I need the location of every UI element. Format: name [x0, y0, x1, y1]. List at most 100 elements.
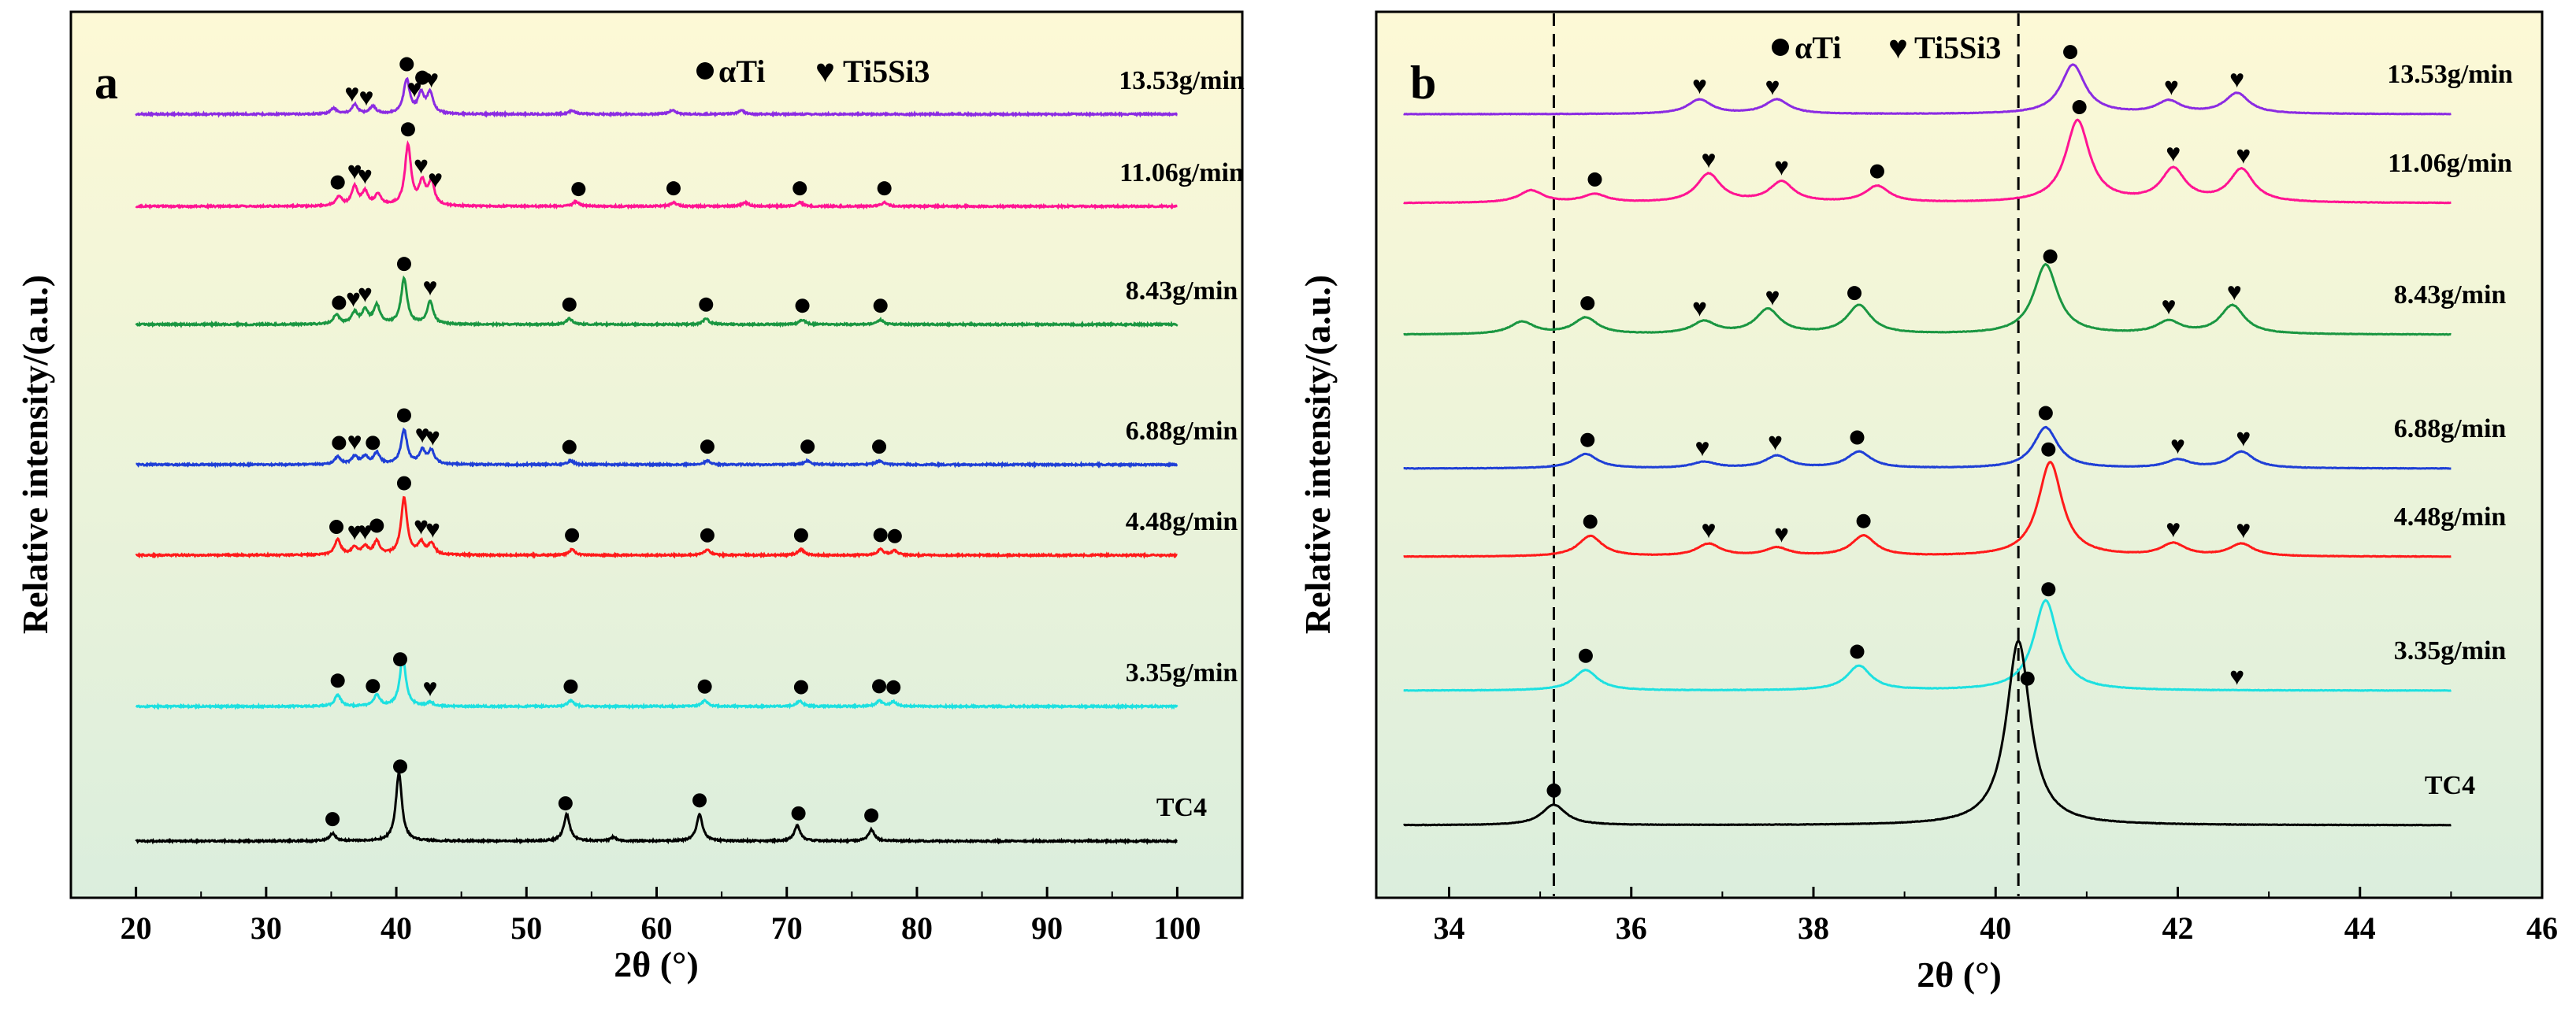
- panel-b-marker-ti5si3-icon: ♥: [2229, 662, 2244, 690]
- panel-a-series-label-0: 13.53g/min: [1119, 66, 1245, 95]
- panel-b-x-tick-label-2: 38: [1798, 910, 1829, 946]
- panel-b-legend-heart-marker: ♥: [1888, 30, 1908, 66]
- panel-a-marker-alpha-ti: [563, 679, 578, 694]
- panel-a-series-label-2: 8.43g/min: [1126, 276, 1238, 306]
- panel-a-marker-ti5si3-icon: ♥: [358, 517, 373, 545]
- panel-a-marker-alpha-ti: [886, 680, 901, 695]
- panel-b-series-label-1: 11.06g/min: [2388, 149, 2512, 178]
- panel-b-x-axis-title: 2θ (°): [1917, 954, 2002, 995]
- panel-b-series-label-5: 3.35g/min: [2394, 636, 2507, 665]
- panel-a-marker-alpha-ti: [396, 257, 411, 272]
- panel-a-series-label-6: TC4: [1156, 793, 1207, 822]
- panel-b-marker-alpha-ti: [2063, 45, 2078, 60]
- panel-a-series-line-6: [135, 772, 1178, 846]
- panel-b-marker-ti5si3-icon: ♥: [1692, 71, 1707, 99]
- panel-a-legend-heart-marker: ♥: [815, 54, 835, 90]
- panel-b-marker-alpha-ti: [2072, 100, 2087, 115]
- panel-a-x-tick-label-5: 70: [771, 910, 803, 946]
- panel-a-marker-alpha-ti: [562, 439, 577, 454]
- panel-a-series-label-4: 4.48g/min: [1126, 507, 1238, 536]
- panel-a-x-tick-label-7: 90: [1031, 910, 1063, 946]
- panel-a-marker-alpha-ti: [793, 680, 808, 695]
- panel-b-marker-alpha-ti: [1847, 286, 1862, 301]
- panel-b-marker-alpha-ti: [1850, 430, 1865, 445]
- panel-a-series-line-2: [135, 275, 1179, 328]
- panel-b-series-line-1: [1403, 118, 2452, 205]
- panel-a-marker-alpha-ti: [700, 528, 715, 543]
- panel-b-plot-area: [1375, 10, 2544, 899]
- panel-a-marker-ti5si3-icon: ♥: [344, 79, 359, 107]
- panel-b-marker-ti5si3-icon: ♥: [1774, 153, 1789, 181]
- panel-b-marker-alpha-ti: [1587, 172, 1602, 187]
- panel-b-marker-ti5si3-icon: ♥: [1692, 293, 1707, 321]
- panel-a-marker-alpha-ti: [366, 436, 380, 450]
- panel-b-marker-alpha-ti: [1580, 432, 1595, 447]
- panel-b-marker-ti5si3-icon: ♥: [2229, 65, 2244, 93]
- panel-a-marker-alpha-ti: [562, 297, 577, 312]
- panel-a-marker-alpha-ti: [800, 439, 815, 454]
- panel-a-marker-alpha-ti: [393, 759, 408, 774]
- panel-a-series-layer: 13.53g/min♥ ♥ ♥ ♥11.06g/min♥♥ ♥ ♥8.43g/min♥♥ ♥…: [135, 57, 1245, 846]
- panel-b: b 13.53g/min ♥ ♥ ♥ ♥ 11.06g/min ♥ ♥ ♥ ♥ 8.43g/min ♥…: [1297, 10, 2558, 995]
- panel-b-marker-alpha-ti: [1856, 513, 1871, 528]
- panel-b-series-line-3: [1403, 425, 2452, 470]
- panel-a-marker-alpha-ti: [793, 528, 808, 543]
- panel-b-series-line-5: [1403, 599, 2452, 692]
- panel-a-marker-alpha-ti: [366, 679, 380, 694]
- panel-a-series-label-3: 6.88g/min: [1126, 417, 1238, 446]
- panel-b-letter: b: [1410, 57, 1436, 109]
- panel-b-series-label-6: TC4: [2425, 771, 2475, 800]
- panel-b-legend-alpha-ti: αTi: [1795, 30, 1841, 65]
- panel-a-marker-ti5si3-icon: ♥: [414, 512, 429, 540]
- panel-b-series-line-0: [1403, 63, 2452, 116]
- panel-b-legend: αTi ♥ Ti5Si3: [1772, 30, 2001, 66]
- panel-b-marker-ti5si3-icon: ♥: [2161, 291, 2176, 320]
- panel-b-marker-ti5si3-icon: ♥: [2166, 514, 2181, 543]
- panel-b-marker-ti5si3-icon: ♥: [1765, 72, 1780, 101]
- panel-b-marker-alpha-ti: [2020, 671, 2035, 686]
- panel-a-y-axis-title: Relative intensity/(a.u.): [15, 275, 55, 634]
- panel-b-legend-ti5si3: Ti5Si3: [1914, 30, 2001, 65]
- panel-a-x-tick-label-4: 60: [641, 910, 673, 946]
- panel-b-marker-alpha-ti: [2038, 406, 2053, 421]
- panel-b-series-line-2: [1403, 262, 2452, 336]
- panel-a-marker-alpha-ti: [887, 528, 902, 543]
- panel-b-series-line-6: [1403, 639, 2452, 827]
- panel-b-marker-alpha-ti: [1578, 648, 1593, 663]
- panel-a-marker-ti5si3-icon: ♥: [425, 422, 440, 450]
- panel-a-series-line-1: [135, 139, 1178, 210]
- panel-a-marker-ti5si3-icon: ♥: [428, 165, 443, 193]
- panel-a-x-tick-label-0: 20: [121, 910, 152, 946]
- panel-a-marker-alpha-ti: [795, 298, 810, 313]
- panel-a-series-label-5: 3.35g/min: [1126, 658, 1238, 688]
- panel-a-marker-ti5si3-icon: ♥: [347, 157, 362, 185]
- panel-a-marker-alpha-ti: [873, 298, 888, 313]
- panel-b-marker-alpha-ti: [2041, 442, 2056, 457]
- panel-a-x-tick-label-3: 50: [510, 910, 542, 946]
- panel-a-marker-alpha-ti: [330, 673, 345, 688]
- panel-b-marker-ti5si3-icon: ♥: [1774, 520, 1789, 548]
- panel-a-x-tick-label-8: 100: [1153, 910, 1201, 946]
- panel-a-marker-alpha-ti: [872, 439, 887, 454]
- panel-b-marker-alpha-ti: [2043, 249, 2058, 264]
- panel-a-marker-alpha-ti: [692, 793, 707, 808]
- panel-a-legend-circle-marker: [696, 62, 714, 80]
- panel-a-marker-ti5si3-icon: ♥: [347, 427, 362, 455]
- panel-b-marker-ti5si3-icon: ♥: [1768, 427, 1783, 455]
- panel-b-x-axis: 34 36 38 40 42 44 46: [1434, 887, 2558, 946]
- panel-a-marker-alpha-ti: [864, 808, 879, 823]
- panel-b-marker-alpha-ti: [1546, 783, 1561, 798]
- panel-a-marker-ti5si3-icon: ♥: [346, 284, 361, 312]
- panel-a-marker-ti5si3-icon: ♥: [423, 272, 438, 301]
- panel-b-marker-alpha-ti: [1583, 514, 1598, 529]
- panel-b-x-tick-label-5: 44: [2344, 910, 2376, 946]
- panel-a-marker-alpha-ti: [400, 122, 415, 137]
- panel-a-series-line-0: [135, 76, 1179, 118]
- panel-a-marker-ti5si3-icon: ♥: [358, 280, 373, 308]
- panel-a-marker-ti5si3-icon: ♥: [415, 420, 430, 448]
- panel-a-marker-alpha-ti: [396, 408, 411, 423]
- panel-b-x-tick-label-4: 42: [2162, 910, 2194, 946]
- panel-a-marker-alpha-ti: [558, 796, 573, 811]
- panel-b-series-label-3: 6.88g/min: [2394, 414, 2507, 443]
- panel-b-marker-alpha-ti: [1869, 164, 1884, 179]
